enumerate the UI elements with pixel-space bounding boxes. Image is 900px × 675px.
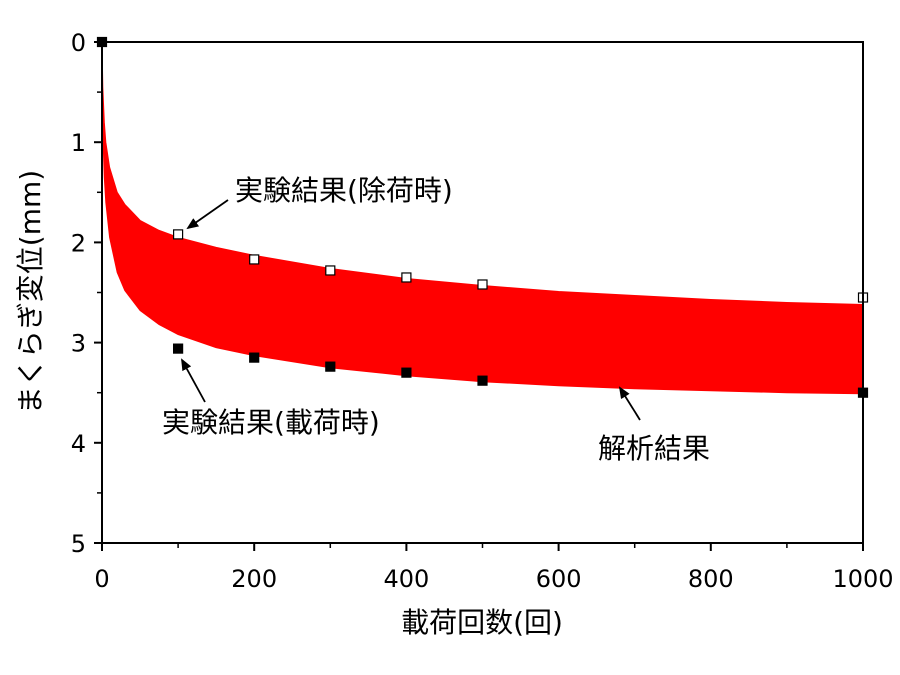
unloading-point-3: [401, 272, 412, 283]
analysis-result-band: [101, 41, 864, 395]
x-tick-label-3: 600: [536, 565, 582, 593]
loading-point-4: [401, 367, 412, 378]
y-tick-label-2: 2: [71, 229, 86, 257]
annotation-analysis: 解析結果: [598, 432, 710, 465]
unloading-point-1: [249, 254, 260, 265]
annotation-unloading-arrow: [186, 199, 229, 230]
y-tick-label-4: 4: [71, 430, 86, 458]
x-tick-label-4: 800: [688, 565, 734, 593]
unloading-point-0: [173, 229, 184, 240]
tick-layer: 0 200 400 600 800 1000 0 1 2 3 4 5: [71, 29, 894, 593]
y-tick-label-3: 3: [71, 330, 86, 358]
annotation-loading: 実験結果(載荷時): [162, 406, 380, 439]
unloading-point-4: [477, 279, 488, 290]
y-tick-label-0: 0: [71, 29, 86, 57]
y-tick-label-5: 5: [71, 530, 86, 558]
x-tick-label-5: 1000: [832, 565, 893, 593]
x-tick-label-2: 400: [383, 565, 429, 593]
loading-point-2: [249, 352, 260, 363]
loading-point-5: [477, 375, 488, 386]
x-tick-label-1: 200: [231, 565, 277, 593]
annotation-loading-arrow: [181, 358, 206, 403]
x-tick-label-0: 0: [94, 565, 109, 593]
loading-point-3: [325, 361, 336, 372]
y-axis-title: まくらぎ変位(mm): [14, 170, 47, 414]
annotation-unloading: 実験結果(除荷時): [235, 174, 453, 207]
y-tick-label-1: 1: [71, 129, 86, 157]
unloading-point-2: [325, 265, 336, 276]
analysis-band-layer: [101, 41, 864, 395]
x-axis-title: 載荷回数(回): [401, 606, 563, 639]
loading-point-1: [173, 343, 184, 354]
annotation-analysis-arrow: [618, 386, 641, 421]
